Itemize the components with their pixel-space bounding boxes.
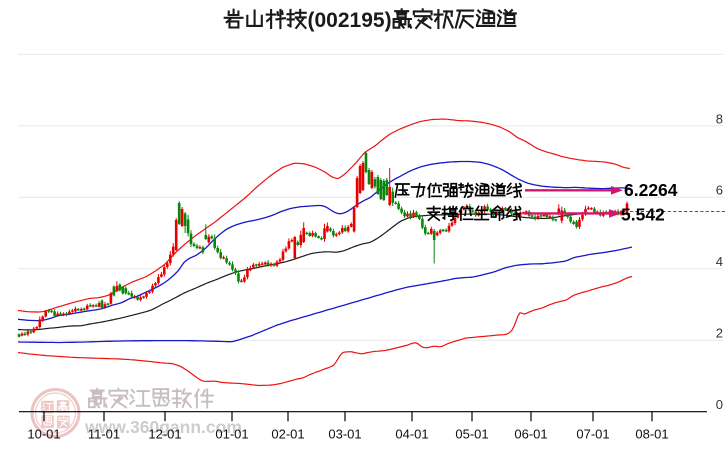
svg-text:6.2264: 6.2264: [624, 180, 678, 200]
svg-text:04-01: 04-01: [395, 427, 428, 442]
svg-text:8: 8: [716, 111, 723, 126]
svg-text:6: 6: [716, 183, 723, 198]
svg-text:4: 4: [716, 254, 723, 269]
svg-text:08-01: 08-01: [635, 427, 668, 442]
svg-text:03-01: 03-01: [328, 427, 361, 442]
svg-text:05-01: 05-01: [455, 427, 488, 442]
svg-text:11-01: 11-01: [88, 427, 120, 442]
svg-text:06-01: 06-01: [514, 427, 547, 442]
svg-text:07-01: 07-01: [576, 427, 609, 442]
svg-text:5.542: 5.542: [621, 205, 665, 225]
svg-text:10-01: 10-01: [27, 427, 60, 442]
svg-text:(002195): (002195): [308, 9, 392, 32]
svg-text:www.360gann.com: www.360gann.com: [84, 417, 242, 437]
svg-text:2: 2: [716, 326, 723, 341]
svg-text:02-01: 02-01: [271, 427, 304, 442]
svg-text:01-01: 01-01: [215, 427, 248, 442]
svg-text:0: 0: [716, 397, 723, 412]
svg-text:12-01: 12-01: [148, 427, 181, 442]
